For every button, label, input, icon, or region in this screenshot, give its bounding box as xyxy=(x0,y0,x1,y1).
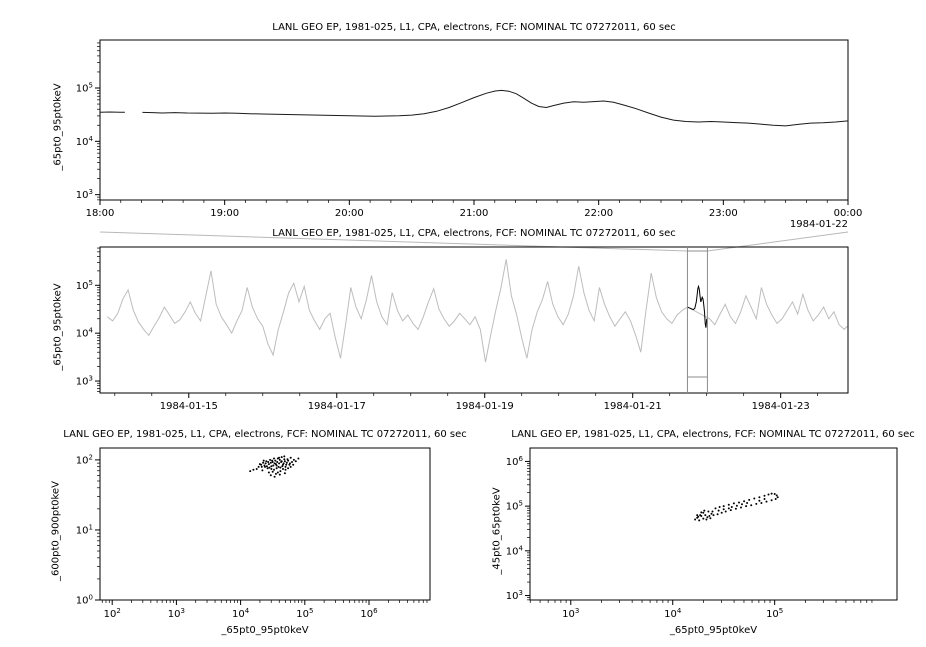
svg-text:1984-01-19: 1984-01-19 xyxy=(456,401,514,412)
scatter-right-title: LANL GEO EP, 1981-025, L1, CPA, electron… xyxy=(511,429,915,440)
overview-chart-series xyxy=(107,259,848,363)
top-chart-frame xyxy=(99,39,849,201)
svg-text:104: 104 xyxy=(664,607,682,620)
svg-text:105: 105 xyxy=(506,500,523,513)
scatter-left-title: LANL GEO EP, 1981-025, L1, CPA, electron… xyxy=(63,429,467,440)
svg-text:103: 103 xyxy=(562,607,579,620)
svg-text:1984-01-23: 1984-01-23 xyxy=(752,401,810,412)
svg-text:104: 104 xyxy=(232,607,250,620)
zoom-selection-box[interactable] xyxy=(686,247,708,393)
scatter-right-points xyxy=(694,492,779,522)
svg-text:105: 105 xyxy=(296,607,313,620)
svg-text:105: 105 xyxy=(766,607,783,620)
svg-text:21:00: 21:00 xyxy=(460,208,489,219)
svg-text:20:00: 20:00 xyxy=(335,208,364,219)
svg-text:102: 102 xyxy=(104,607,121,620)
top-chart-end-date-label: 1984-01-22 xyxy=(789,219,848,230)
overview-chart-highlight-series xyxy=(687,284,708,328)
svg-text:105: 105 xyxy=(76,82,93,95)
svg-text:19:00: 19:00 xyxy=(210,208,239,219)
overview-chart-y-axis: 103 104 105 xyxy=(76,247,100,393)
svg-text:102: 102 xyxy=(76,453,93,466)
zoom-connector-lines xyxy=(99,231,849,252)
overview-chart-x-axis: 1984-01-15 1984-01-17 1984-01-19 1984-01-21… xyxy=(114,393,819,412)
scatter-right-y-axis: 103 104 105 106 xyxy=(506,455,530,602)
svg-text:22:00: 22:00 xyxy=(584,208,613,219)
scatter-left-ylabel: _600pt0_900pt0keV xyxy=(50,481,62,581)
overview-chart-ylabel: _65pt0_95pt0keV xyxy=(52,283,64,371)
top-chart-series xyxy=(99,89,849,127)
scatter-right-ylabel: _45pt0_65pt0keV xyxy=(491,487,503,575)
top-chart-x-axis: 18:00 19:00 20:00 21:00 22:00 23:00 00:00 xyxy=(86,200,863,219)
svg-text:103: 103 xyxy=(76,188,93,201)
svg-text:104: 104 xyxy=(76,327,94,340)
top-chart-title: LANL GEO EP, 1981-025, L1, CPA, electron… xyxy=(272,22,676,33)
svg-text:105: 105 xyxy=(76,279,93,292)
scatter-left-frame xyxy=(99,447,431,601)
scatter-right-x-axis: 103 104 105 xyxy=(529,600,873,620)
svg-text:101: 101 xyxy=(76,523,93,536)
svg-text:1984-01-21: 1984-01-21 xyxy=(604,401,662,412)
svg-text:00:00: 00:00 xyxy=(834,208,863,219)
svg-text:104: 104 xyxy=(506,544,524,557)
svg-text:18:00: 18:00 xyxy=(86,208,115,219)
svg-text:1984-01-17: 1984-01-17 xyxy=(308,401,366,412)
svg-text:103: 103 xyxy=(76,375,93,388)
scatter-left-x-axis: 102 103 104 105 106 xyxy=(101,600,428,620)
scatter-left-xlabel: _65pt0_95pt0keV xyxy=(221,625,309,636)
svg-text:106: 106 xyxy=(360,607,378,620)
svg-text:1984-01-15: 1984-01-15 xyxy=(160,401,218,412)
scatter-left-points xyxy=(249,455,300,478)
svg-text:103: 103 xyxy=(168,607,185,620)
svg-text:100: 100 xyxy=(76,594,93,607)
top-chart-ylabel: _65pt0_95pt0keV xyxy=(52,83,64,171)
overview-chart-title: LANL GEO EP, 1981-025, L1, CPA, electron… xyxy=(272,228,676,239)
top-chart-y-axis: 103 104 105 xyxy=(76,42,100,201)
svg-text:104: 104 xyxy=(76,135,94,148)
overview-chart-frame xyxy=(99,246,849,394)
svg-text:103: 103 xyxy=(506,589,523,602)
svg-text:23:00: 23:00 xyxy=(709,208,738,219)
scatter-right-frame xyxy=(529,447,898,601)
svg-text:106: 106 xyxy=(506,455,524,468)
scatter-left-y-axis: 100 101 102 xyxy=(76,453,100,607)
scatter-right-xlabel: _65pt0_95pt0keV xyxy=(669,625,758,636)
